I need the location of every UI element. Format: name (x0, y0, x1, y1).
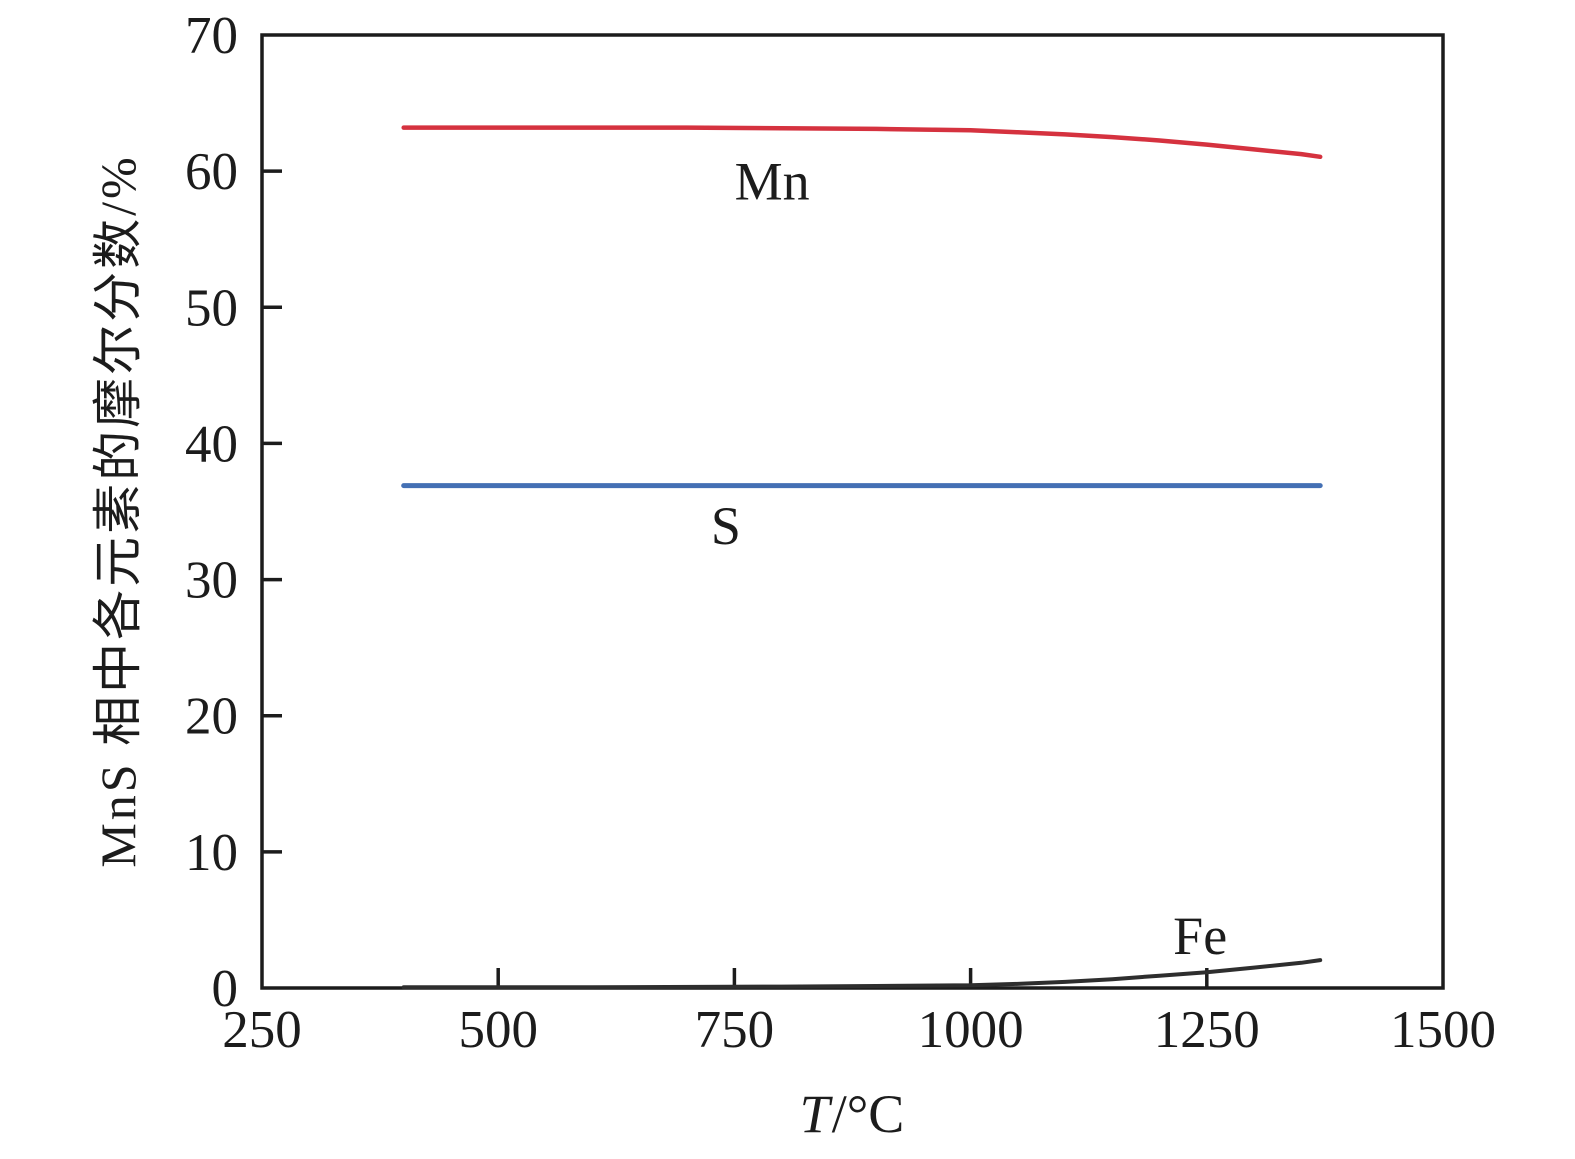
x-tick-label: 1000 (918, 1001, 1024, 1059)
x-tick-label: 750 (695, 1001, 775, 1059)
series-label-s: S (711, 496, 741, 556)
y-tick-label: 10 (185, 824, 238, 882)
y-tick-label: 20 (185, 688, 238, 746)
y-tick-label: 60 (185, 143, 238, 201)
series-label-mn: Mn (735, 152, 810, 212)
x-axis-title-unit: /°C (831, 1084, 905, 1144)
x-tick-label: 1500 (1390, 1001, 1496, 1059)
y-tick-label: 30 (185, 552, 238, 610)
y-tick-label: 40 (185, 415, 238, 473)
y-tick-label: 50 (185, 279, 238, 337)
x-tick-label: 1250 (1154, 1001, 1260, 1059)
x-tick-label: 250 (222, 1001, 302, 1059)
series-line-mn (401, 125, 1323, 160)
y-tick-label: 70 (185, 7, 238, 65)
y-axis-title: MnS 相中各元素的摩尔分数/% (90, 154, 146, 868)
series-line-fe (401, 958, 1323, 990)
plot-border (260, 33, 1445, 990)
series-label-fe: Fe (1173, 906, 1227, 966)
x-axis-title: T/°C (800, 1083, 905, 1145)
y-tick-label: 0 (212, 960, 239, 1018)
x-tick-label: 500 (458, 1001, 538, 1059)
x-axis-title-variable: T (799, 1084, 830, 1144)
